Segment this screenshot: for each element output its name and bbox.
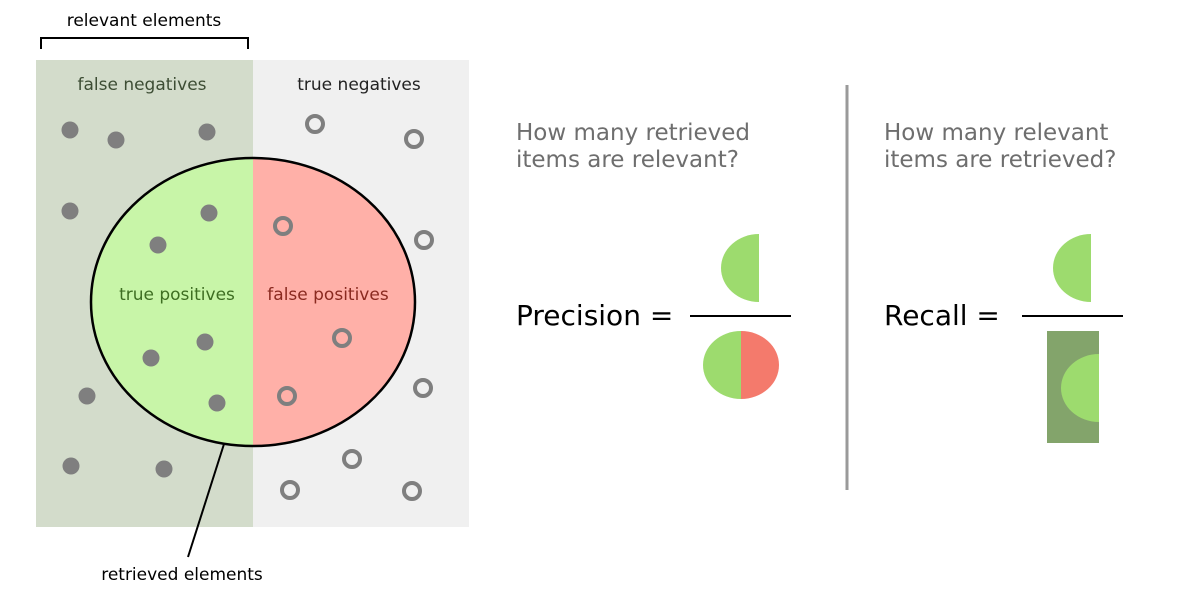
dot-irrelevant <box>413 378 433 398</box>
true-positives-label: true positives <box>119 285 235 305</box>
retrieved-pointer-line <box>187 443 225 558</box>
dot-irrelevant <box>342 449 362 469</box>
dot-irrelevant <box>402 481 422 501</box>
dot-relevant <box>61 202 79 220</box>
precision-denominator-green-half <box>703 331 741 399</box>
dot-relevant <box>78 387 96 405</box>
irrelevant-dots <box>273 114 434 501</box>
dot-irrelevant <box>277 386 297 406</box>
dot-irrelevant <box>414 230 434 250</box>
retrieved-elements-outline <box>89 156 417 448</box>
retrieved-elements-label: retrieved elements <box>101 565 263 585</box>
false-positives-label: false positives <box>267 285 389 305</box>
precision-denominator-red-half <box>741 331 779 399</box>
dot-relevant <box>142 349 160 367</box>
dot-relevant <box>62 457 80 475</box>
dot-irrelevant <box>305 114 325 134</box>
recall-denominator-half <box>1061 354 1099 422</box>
false-negatives-label: false negatives <box>77 75 206 95</box>
dot-relevant <box>149 236 167 254</box>
dot-irrelevant <box>273 216 293 236</box>
dot-relevant <box>155 460 173 478</box>
recall-question-line1: How many relevant <box>884 120 1108 146</box>
precision-question-line2: items are relevant? <box>516 147 739 173</box>
dot-irrelevant <box>404 129 424 149</box>
recall-formula-label: Recall = <box>884 299 1000 332</box>
dot-irrelevant <box>280 480 300 500</box>
dot-relevant <box>61 121 79 139</box>
precision-numerator-half <box>721 234 759 302</box>
dot-relevant <box>200 204 218 222</box>
true-positives-area <box>91 158 253 446</box>
relevant-dots <box>61 121 226 478</box>
dot-relevant <box>208 394 226 412</box>
true-negatives-label: true negatives <box>297 75 421 95</box>
dot-irrelevant <box>332 328 352 348</box>
relevant-elements-label: relevant elements <box>67 11 222 31</box>
dot-relevant <box>196 333 214 351</box>
dot-relevant <box>198 123 216 141</box>
dot-relevant <box>107 131 125 149</box>
precision-formula-label: Precision = <box>516 299 673 332</box>
false-positives-area <box>253 158 415 446</box>
recall-numerator-half <box>1053 234 1091 302</box>
relevant-bracket <box>40 37 249 49</box>
precision-question-line1: How many retrieved <box>516 120 750 146</box>
recall-question-line2: items are retrieved? <box>884 147 1116 173</box>
